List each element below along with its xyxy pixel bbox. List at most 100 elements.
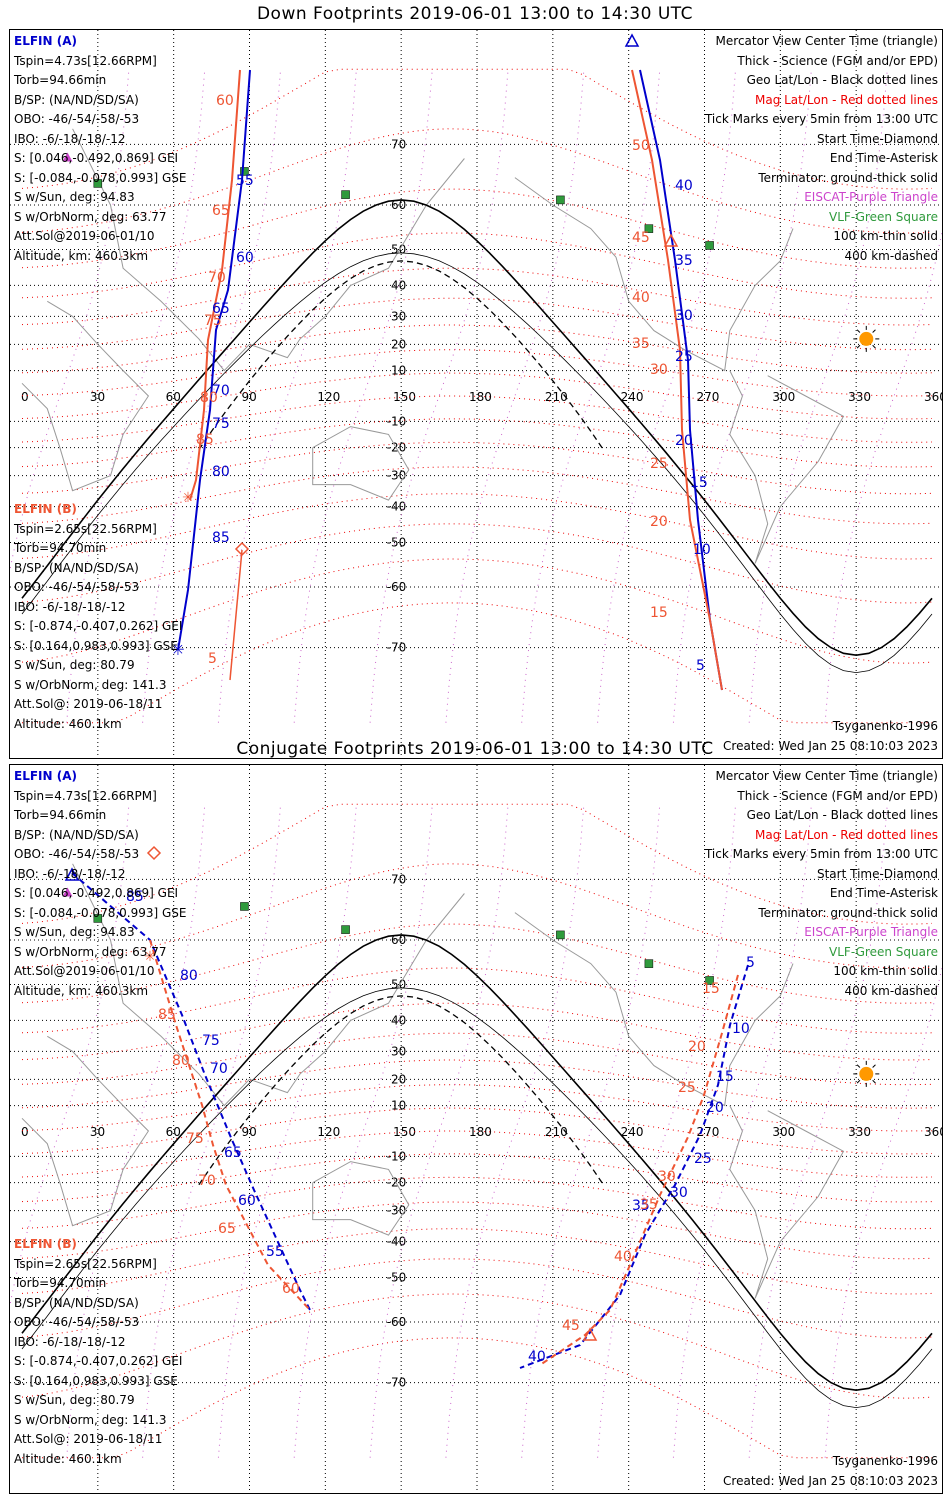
elfin-a-tick-label: 40	[675, 178, 693, 194]
elfin-b-tick-label: 65	[212, 203, 230, 219]
vlf-station	[240, 902, 249, 911]
coastline	[21, 300, 150, 492]
legend-item: Thick - Science (FGM and/or EPD)	[737, 53, 938, 68]
elfin-a-tick-label: 60	[236, 250, 254, 266]
lat-tick-label: -10	[387, 414, 407, 428]
mag-parallel	[21, 803, 933, 925]
legend-item: Terminator: ground-thick solid	[758, 170, 938, 185]
elfin-b-tick-label: 35	[640, 1197, 658, 1213]
elfin-b-tick-label: 35	[632, 336, 650, 352]
elfin-b-tick-label: 50	[632, 138, 650, 154]
elfin-a-line: OBO: -46/-54/-58/-53	[14, 112, 140, 126]
elfin-a-tick-label: 35	[632, 1198, 650, 1214]
legend-item: Mag Lat/Lon - Red dotted lines	[754, 827, 938, 842]
lat-tick-label: 20	[391, 1072, 406, 1086]
elfin-a-tick-label: 20	[675, 433, 693, 449]
vlf-station	[93, 179, 103, 188]
sun-ray	[872, 344, 876, 349]
sun-ray	[856, 329, 861, 333]
elfin-b-line: OBO: -46/-54/-58/-53	[14, 580, 140, 594]
top-map-panel: 0306090120150180210240270300330360706050…	[9, 29, 943, 759]
terminator-400km	[198, 260, 604, 451]
elfin-a-line: OBO: -46/-54/-58/-53	[14, 847, 140, 861]
elfin-a-track	[639, 69, 723, 691]
sun-ray	[856, 1079, 861, 1084]
elfin-b-line: B/SP: (NA/ND/SD/SA)	[14, 1295, 139, 1310]
lon-tick-label: 30	[90, 390, 105, 404]
lon-tick-label: 180	[469, 390, 492, 404]
lon-tick-label: 330	[848, 1125, 871, 1139]
lon-tick-label: 300	[772, 1125, 795, 1139]
legend-item: Terminator: ground-thick solid	[758, 905, 938, 920]
legend-item: Mag Lat/Lon - Red dotted lines	[754, 92, 938, 107]
elfin-a-line: S: [0.046,-0.492,0.869] GEI	[14, 151, 179, 165]
elfin-a-line: Att.Sol@2019-06-01/10	[14, 229, 155, 243]
lat-tick-label: -50	[387, 1271, 407, 1285]
elfin-a-line: S w/OrbNorm, deg: 63.77	[14, 944, 167, 959]
elfin-b-line: B/SP: (NA/ND/SD/SA)	[14, 560, 139, 575]
model-label: Tsyganenko-1996	[832, 719, 938, 733]
elfin-a-tick-label: 80	[212, 464, 230, 480]
mag-parallel	[21, 297, 933, 351]
mag-parallel	[21, 493, 933, 560]
elfin-b-tick-label: 25	[650, 456, 668, 472]
legend-item: VLF-Green Square	[829, 944, 938, 959]
elfin-a-tick-label: 30	[675, 308, 693, 324]
mag-parallel	[21, 1228, 933, 1295]
elfin-b-track	[189, 69, 241, 501]
elfin-a-tick-label: 10	[693, 542, 711, 558]
elfin-a-tick-label: 35	[675, 253, 693, 269]
legend-item: Mercator View Center Time (triangle)	[715, 769, 938, 783]
sun-ray	[872, 329, 876, 333]
mag-parallel	[21, 324, 933, 374]
elfin-a-line: S w/Sun, deg: 94.83	[14, 190, 135, 204]
elfin-b-short-track	[229, 549, 243, 681]
coastline	[72, 128, 465, 372]
bottom-footer: Tsyganenko-1996 Created: Wed Jan 25 08:1…	[723, 1452, 938, 1491]
elfin-b-tick-label: 40	[614, 1249, 632, 1265]
vlf-station	[341, 190, 350, 199]
lon-tick-label: 0	[21, 1125, 29, 1139]
elfin-a-tick-label: 60	[238, 1193, 256, 1209]
elfin-b-end-asterisk: ✳	[144, 949, 156, 965]
elfin-b-line: OBO: -46/-54/-58/-53	[14, 1315, 140, 1329]
elfin-a-tick-label: 40	[528, 1349, 546, 1365]
elfin-a-center-triangle	[624, 33, 640, 47]
legend-item: Tick Marks every 5min from 13:00 UTC	[704, 847, 938, 861]
lat-tick-label: 60	[391, 933, 406, 947]
elfin-a-tick-label: 25	[694, 1151, 712, 1167]
elfin-a-line: S: [-0.084,-0.078,0.993] GSE	[14, 905, 187, 920]
lat-tick-label: 30	[391, 309, 406, 323]
coastline	[729, 370, 845, 564]
lon-tick-label: 240	[621, 390, 644, 404]
elfin-a-tick-label: 85	[212, 530, 230, 546]
elfin-b-tick-label: 5	[208, 651, 217, 667]
eiscat-marker	[62, 152, 73, 162]
vlf-station	[705, 976, 714, 985]
elfin-a-line: S w/OrbNorm, deg: 63.77	[14, 209, 167, 224]
elfin-b-line: Att.Sol@: 2019-06-18/11	[14, 1432, 163, 1446]
bottom-map-svg: 0306090120150180210240270300330360706050…	[10, 765, 942, 1493]
lat-tick-label: 10	[391, 1099, 406, 1113]
top-panel-title: Down Footprints 2019-06-01 13:00 to 14:3…	[256, 4, 694, 24]
legend-item: 100 km-thin solid	[833, 964, 938, 978]
mag-parallel	[21, 1059, 933, 1109]
elfin-b-tick-label: 20	[688, 1039, 706, 1055]
lon-tick-label: 90	[242, 390, 257, 404]
elfin-a-center-triangle	[64, 867, 80, 881]
elfin-a-tick-label: 10	[732, 1021, 750, 1037]
coastline	[21, 1035, 150, 1227]
vlf-station	[556, 930, 565, 940]
elfin-b-tick-label: 40	[632, 290, 650, 306]
mag-parallel	[22, 602, 932, 724]
lon-tick-label: 300	[772, 390, 795, 404]
terminator-100km	[21, 987, 933, 1409]
vlf-station	[705, 241, 714, 250]
lon-tick-label: 270	[697, 1125, 720, 1139]
coastline	[312, 1161, 410, 1236]
elfin-a-tick-label: 30	[670, 1185, 688, 1201]
elfin-a-tick-label: 55	[266, 1244, 284, 1260]
elfin-b-line: Torb=94.70min	[14, 1276, 107, 1290]
vlf-station	[644, 224, 654, 233]
terminator-400km	[198, 995, 604, 1186]
